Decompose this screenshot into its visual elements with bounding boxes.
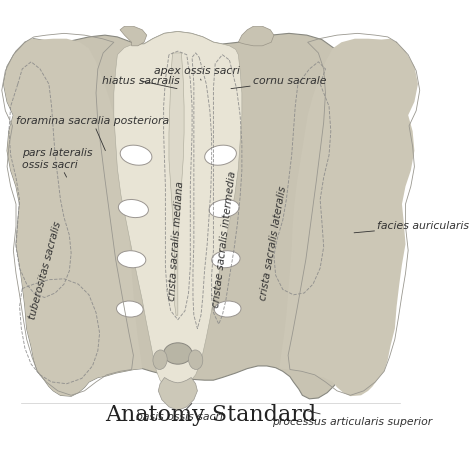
Text: basis ossis sacri: basis ossis sacri <box>136 403 223 421</box>
Polygon shape <box>169 53 184 315</box>
Ellipse shape <box>153 350 167 369</box>
Polygon shape <box>120 26 147 46</box>
Polygon shape <box>114 32 242 393</box>
Text: cristae sacralis intermedia: cristae sacralis intermedia <box>211 170 238 308</box>
Text: facies auricularis: facies auricularis <box>354 221 469 233</box>
Text: processus articularis superior: processus articularis superior <box>272 410 432 427</box>
Text: foramina sacralia posteriora: foramina sacralia posteriora <box>16 116 169 151</box>
Ellipse shape <box>118 200 148 218</box>
Polygon shape <box>4 32 359 399</box>
Ellipse shape <box>205 145 237 165</box>
Text: apex ossis sacri: apex ossis sacri <box>155 66 240 80</box>
Text: crista sacralis mediana: crista sacralis mediana <box>167 181 185 301</box>
Polygon shape <box>158 377 197 410</box>
Text: Anatomy Standard: Anatomy Standard <box>105 403 316 426</box>
Ellipse shape <box>209 200 239 218</box>
Text: pars lateralis
ossis sacri: pars lateralis ossis sacri <box>22 148 92 177</box>
Polygon shape <box>279 39 418 396</box>
Ellipse shape <box>117 301 143 317</box>
Ellipse shape <box>118 251 146 268</box>
Ellipse shape <box>212 251 240 268</box>
Ellipse shape <box>189 350 203 369</box>
Text: crista sacralis lateralis: crista sacralis lateralis <box>258 185 288 301</box>
Text: hiatus sacralis: hiatus sacralis <box>102 76 180 89</box>
Polygon shape <box>238 26 274 46</box>
Polygon shape <box>4 39 142 396</box>
Ellipse shape <box>120 145 152 165</box>
Text: tuberositas sacralis: tuberositas sacralis <box>27 221 64 321</box>
Ellipse shape <box>214 301 241 317</box>
Text: cornu sacrale: cornu sacrale <box>231 76 327 89</box>
Ellipse shape <box>164 343 192 364</box>
